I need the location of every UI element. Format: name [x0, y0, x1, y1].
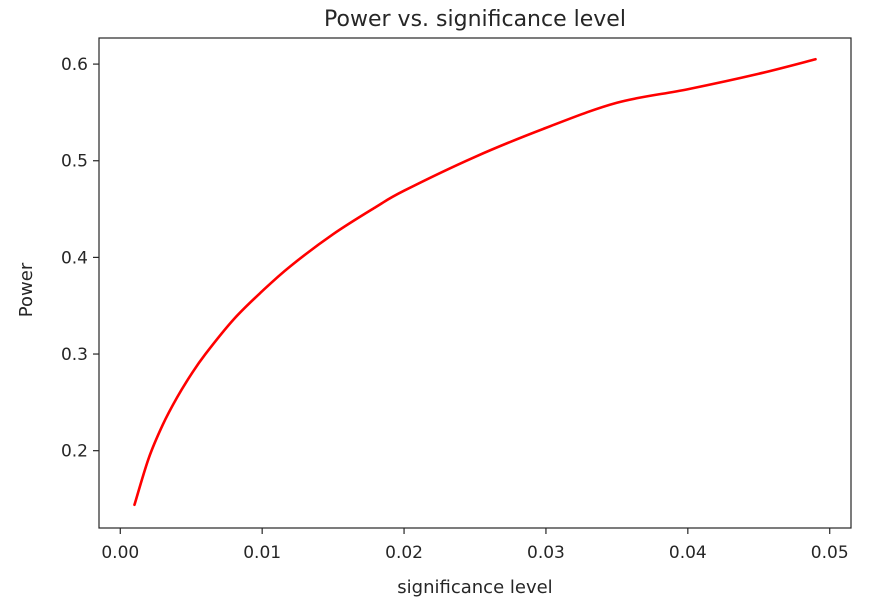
- y-tick-label: 0.5: [61, 152, 88, 172]
- x-tick-label: 0.04: [669, 543, 707, 563]
- series-line-power: [133, 57, 817, 507]
- x-tick-label: 0.01: [243, 543, 281, 563]
- x-tick-label: 0.03: [527, 543, 565, 563]
- y-tick-label: 0.3: [61, 345, 88, 365]
- y-axis: 0.2 0.3 0.4 0.5 0.6: [61, 55, 99, 462]
- x-tick-label: 0.00: [101, 543, 139, 563]
- y-tick-label: 0.4: [61, 248, 88, 268]
- y-tick-label: 0.2: [61, 442, 88, 462]
- y-axis-label: Power: [16, 262, 37, 317]
- chart-title: Power vs. significance level: [324, 7, 626, 32]
- plot-area: [98, 37, 852, 529]
- y-tick-label: 0.6: [61, 55, 88, 75]
- x-axis: 0.00 0.01 0.02 0.03 0.04 0.05: [101, 528, 849, 563]
- x-tick-label: 0.02: [385, 543, 423, 563]
- series-layer: [133, 57, 817, 507]
- x-axis-label: significance level: [397, 577, 552, 598]
- x-tick-label: 0.05: [811, 543, 849, 563]
